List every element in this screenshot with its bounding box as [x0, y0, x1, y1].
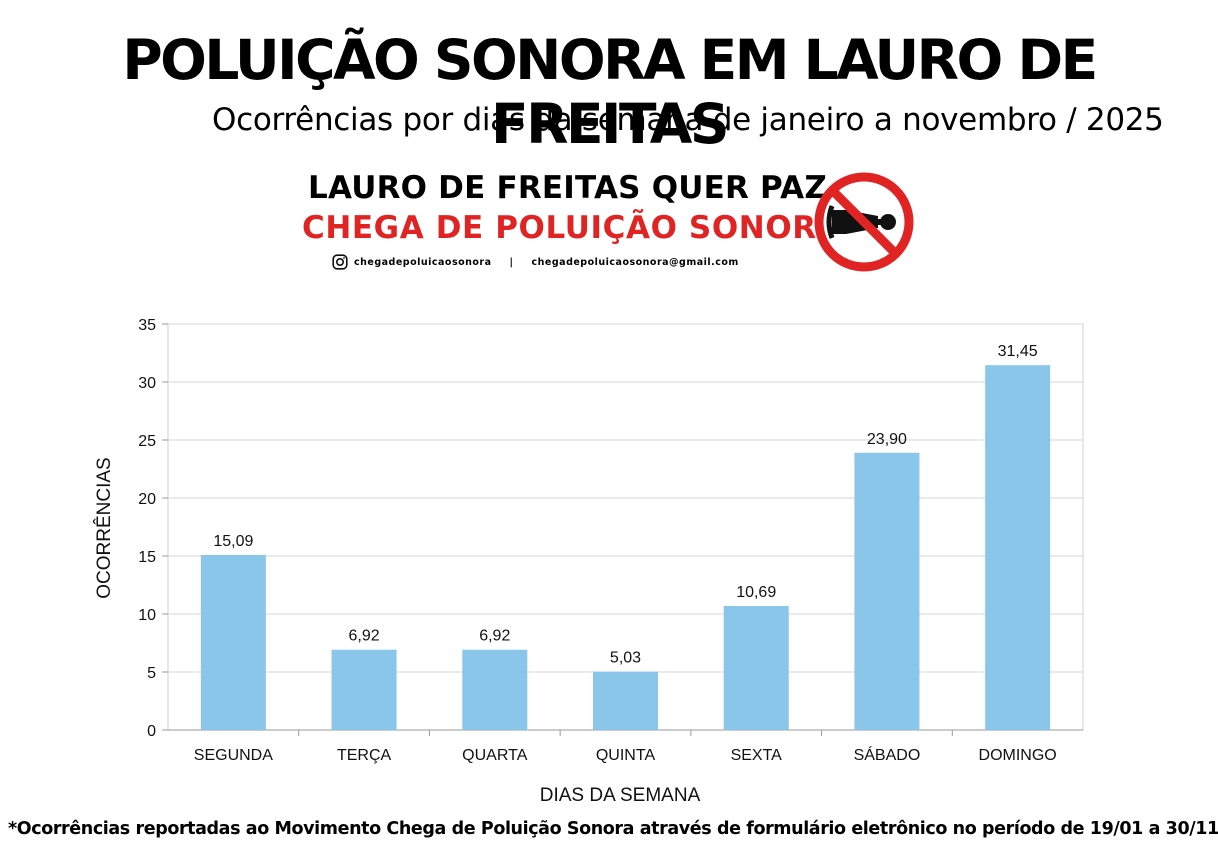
- slogan-line-2: CHEGA DE POLUIÇÃO SONORA.: [302, 210, 855, 246]
- y-tick-label: 30: [138, 375, 156, 392]
- bar-6: [854, 452, 920, 730]
- x-tick-label: TERÇA: [337, 747, 392, 764]
- bar-7: [985, 365, 1051, 730]
- page-subtitle: Ocorrências por dias da semana de janeir…: [212, 102, 1164, 138]
- x-axis-label: DIAS DA SEMANA: [540, 785, 701, 806]
- instagram-handle[interactable]: chegadepoluicaosonora: [354, 256, 492, 268]
- bar-value-label: 31,45: [998, 343, 1038, 360]
- bar-value-label: 5,03: [610, 650, 641, 667]
- bar-2: [331, 649, 397, 730]
- x-tick-label: SEXTA: [731, 747, 783, 764]
- bar-value-label: 6,92: [349, 628, 380, 645]
- y-tick-label: 20: [138, 491, 156, 508]
- no-horn-icon: [814, 172, 914, 272]
- bar-value-label: 23,90: [867, 431, 907, 448]
- plot-frame: [167, 323, 1084, 731]
- y-tick-label: 25: [138, 433, 156, 450]
- x-tick-label: QUINTA: [596, 747, 656, 764]
- bar-value-label: 10,69: [736, 584, 776, 601]
- footnote: *Ocorrências reportadas ao Movimento Che…: [8, 819, 1218, 839]
- contact-separator: |: [509, 256, 514, 268]
- contact-email[interactable]: chegadepoluicaosonora@gmail.com: [531, 256, 739, 268]
- bar-4: [593, 671, 658, 730]
- page-title: POLUIÇÃO SONORA EM LAURO DE FREITAS: [122, 28, 1098, 156]
- bar-3: [462, 649, 528, 730]
- y-axis-label: OCORRÊNCIAS: [93, 457, 115, 598]
- bar-5: [723, 605, 789, 730]
- slogan-line-1: LAURO DE FREITAS QUER PAZ.: [308, 170, 839, 206]
- y-tick-labels: 0 5 10 15 20 25 30 35: [138, 317, 156, 740]
- bar-value-label: 6,92: [479, 628, 510, 645]
- y-tick-label: 0: [147, 723, 156, 740]
- instagram-icon: [332, 254, 348, 270]
- x-tick-label: QUARTA: [462, 747, 528, 764]
- bar-1: [200, 554, 266, 730]
- y-tick-label: 10: [138, 607, 156, 624]
- x-tick-label: DOMINGO: [979, 747, 1057, 764]
- x-tick-labels: SEGUNDA TERÇA QUARTA QUINTA SEXTA SÁBADO DOMIN…: [194, 745, 1057, 764]
- contact-line: chegadepoluicaosonora | chegadepoluicaos…: [332, 253, 739, 271]
- y-tick-label: 5: [147, 665, 156, 682]
- chart-bars: [200, 365, 1051, 730]
- bar-value-label: 15,09: [213, 533, 253, 550]
- y-tick-label: 15: [138, 549, 156, 566]
- bar-value-labels: 15,09 6,92 6,92 5,03 10,69 23,90 31,45: [213, 343, 1037, 666]
- x-tick-label: SÁBADO: [854, 745, 921, 764]
- y-tick-label: 35: [138, 317, 156, 334]
- x-tick-label: SEGUNDA: [194, 747, 273, 764]
